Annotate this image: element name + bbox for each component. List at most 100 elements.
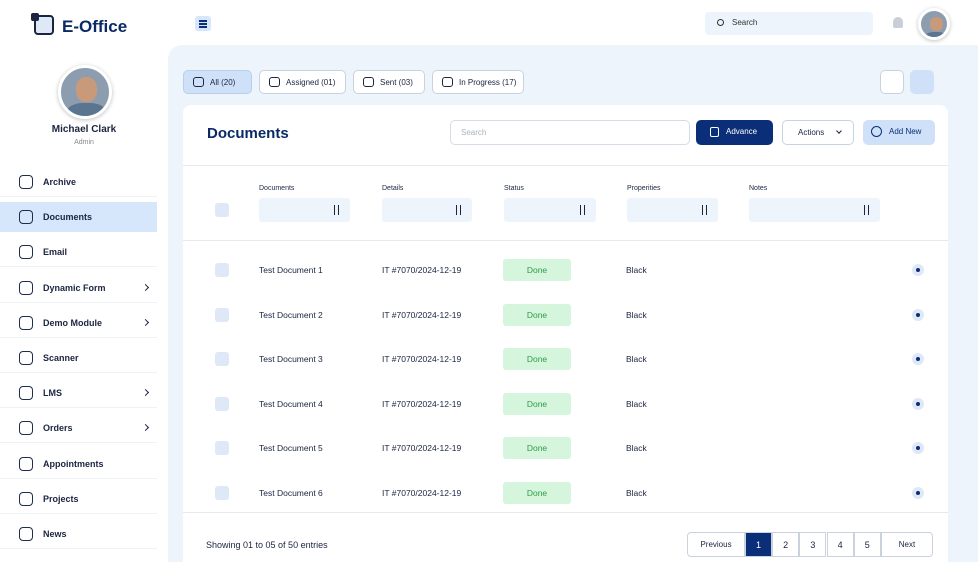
pagination-label: 5 bbox=[864, 540, 870, 550]
sort-arrow-down bbox=[460, 205, 462, 215]
pagination-button[interactable]: 2 bbox=[772, 532, 800, 557]
app: E-Office Search Michael Clark Admin Archive D… bbox=[0, 8, 978, 562]
document-property: Black bbox=[626, 309, 647, 320]
status-pill: Done bbox=[503, 259, 571, 281]
filter-tab[interactable]: All (20) bbox=[183, 70, 252, 94]
pagination-button[interactable]: Next bbox=[881, 532, 933, 557]
document-property: Black bbox=[626, 354, 647, 364]
notes-indicator[interactable] bbox=[912, 397, 924, 410]
divider bbox=[183, 165, 948, 166]
actions-button[interactable]: Actions bbox=[782, 120, 854, 145]
pagination-label: 1 bbox=[755, 540, 761, 550]
list-view-button[interactable] bbox=[910, 70, 934, 94]
top-search-placeholder: Search bbox=[732, 18, 758, 27]
document-name: Test Document 3 bbox=[259, 354, 323, 364]
row-checkbox[interactable] bbox=[215, 352, 229, 366]
sort-arrow-up bbox=[864, 205, 866, 215]
nav-item[interactable]: Scanner bbox=[0, 343, 157, 373]
nav-item[interactable]: Projects bbox=[0, 484, 157, 514]
nav-icon bbox=[19, 421, 33, 436]
notes-indicator[interactable] bbox=[912, 486, 924, 499]
notification-bell[interactable] bbox=[893, 17, 903, 28]
sort-box[interactable] bbox=[504, 198, 596, 222]
nav-item[interactable]: Dynamic Form bbox=[0, 273, 157, 303]
sort-box[interactable] bbox=[382, 198, 472, 222]
menu-button[interactable] bbox=[195, 16, 211, 31]
sort-box[interactable] bbox=[259, 198, 350, 222]
avatar-face bbox=[929, 16, 943, 31]
pagination-button[interactable]: 5 bbox=[853, 532, 881, 557]
nav-item[interactable]: Orders bbox=[0, 413, 157, 444]
notes-indicator[interactable] bbox=[912, 308, 924, 321]
pagination-button[interactable]: 1 bbox=[745, 532, 772, 557]
sort-arrow-down bbox=[338, 205, 340, 215]
notes-dot bbox=[916, 357, 920, 361]
nav-label: Appointments bbox=[43, 458, 104, 469]
pagination-button[interactable]: 3 bbox=[799, 532, 827, 557]
row-checkbox[interactable] bbox=[215, 441, 229, 455]
tab-icon bbox=[269, 77, 280, 87]
select-all-checkbox[interactable] bbox=[215, 203, 229, 217]
nav-icon bbox=[19, 245, 33, 260]
document-details: IT #7070/2024-12-19 bbox=[382, 398, 462, 409]
notes-indicator[interactable] bbox=[912, 264, 924, 276]
status-label: Done bbox=[526, 354, 548, 364]
grid-view-button[interactable] bbox=[880, 70, 904, 94]
advance-button[interactable]: Advance bbox=[696, 120, 773, 145]
nav-label: Scanner bbox=[43, 353, 79, 363]
nav-label: Archive bbox=[43, 177, 77, 187]
menu-line bbox=[199, 23, 207, 25]
document-details: IT #7070/2024-12-19 bbox=[382, 265, 462, 275]
card-title: Documents bbox=[207, 125, 289, 142]
profile-avatar[interactable] bbox=[58, 65, 112, 119]
notes-indicator[interactable] bbox=[912, 353, 924, 365]
nav-label: LMS bbox=[43, 388, 62, 399]
document-name: Test Document 2 bbox=[259, 309, 323, 320]
filter-tab[interactable]: Assigned (01) bbox=[259, 70, 346, 94]
row-checkbox[interactable] bbox=[215, 263, 229, 277]
pagination-button[interactable]: 4 bbox=[826, 532, 854, 557]
pagination-button[interactable]: Previous bbox=[687, 532, 745, 557]
nav-item[interactable]: News bbox=[0, 519, 157, 549]
status-label: Done bbox=[526, 309, 548, 320]
add-new-button[interactable]: Add New bbox=[863, 120, 935, 145]
column-header: Properities bbox=[627, 185, 661, 192]
sort-box[interactable] bbox=[627, 198, 718, 222]
nav-chevron bbox=[141, 424, 150, 432]
logo-icon-accent bbox=[31, 13, 39, 21]
nav-icon bbox=[19, 527, 33, 541]
nav-item[interactable]: Archive bbox=[0, 167, 157, 197]
nav-item[interactable]: LMS bbox=[0, 378, 157, 409]
nav-item[interactable]: Appointments bbox=[0, 449, 157, 479]
status-label: Done bbox=[526, 398, 548, 409]
add-new-label: Add New bbox=[889, 127, 922, 136]
divider bbox=[183, 240, 948, 241]
row-checkbox[interactable] bbox=[215, 307, 229, 322]
top-avatar[interactable] bbox=[918, 8, 950, 40]
nav-item[interactable]: Demo Module bbox=[0, 308, 157, 338]
sort-box[interactable] bbox=[749, 198, 880, 222]
card-search[interactable]: Search bbox=[450, 120, 690, 145]
notes-indicator[interactable] bbox=[912, 442, 924, 454]
avatar-face bbox=[75, 77, 98, 102]
avatar-body bbox=[66, 103, 107, 116]
filter-tab[interactable]: Sent (03) bbox=[353, 70, 425, 94]
search-icon bbox=[717, 19, 724, 26]
row-checkbox[interactable] bbox=[215, 485, 229, 500]
top-search[interactable]: Search bbox=[705, 12, 873, 35]
document-details: IT #7070/2024-12-19 bbox=[382, 354, 462, 364]
nav-icon bbox=[19, 351, 33, 365]
nav-icon bbox=[19, 386, 33, 401]
nav-item[interactable]: Email bbox=[0, 237, 157, 268]
nav-item[interactable]: Documents bbox=[0, 202, 157, 233]
nav-icon bbox=[19, 315, 33, 330]
sort-arrow-down bbox=[706, 205, 708, 215]
status-label: Done bbox=[526, 487, 548, 498]
nav-label: Dynamic Form bbox=[43, 282, 106, 293]
filter-tab[interactable]: In Progress (17) bbox=[432, 70, 524, 94]
nav-icon bbox=[19, 175, 33, 189]
row-checkbox[interactable] bbox=[215, 396, 229, 411]
page: E-Office Search Michael Clark Admin Archive D… bbox=[0, 8, 978, 562]
sort-arrow-down bbox=[584, 205, 586, 215]
notes-dot bbox=[916, 446, 920, 450]
